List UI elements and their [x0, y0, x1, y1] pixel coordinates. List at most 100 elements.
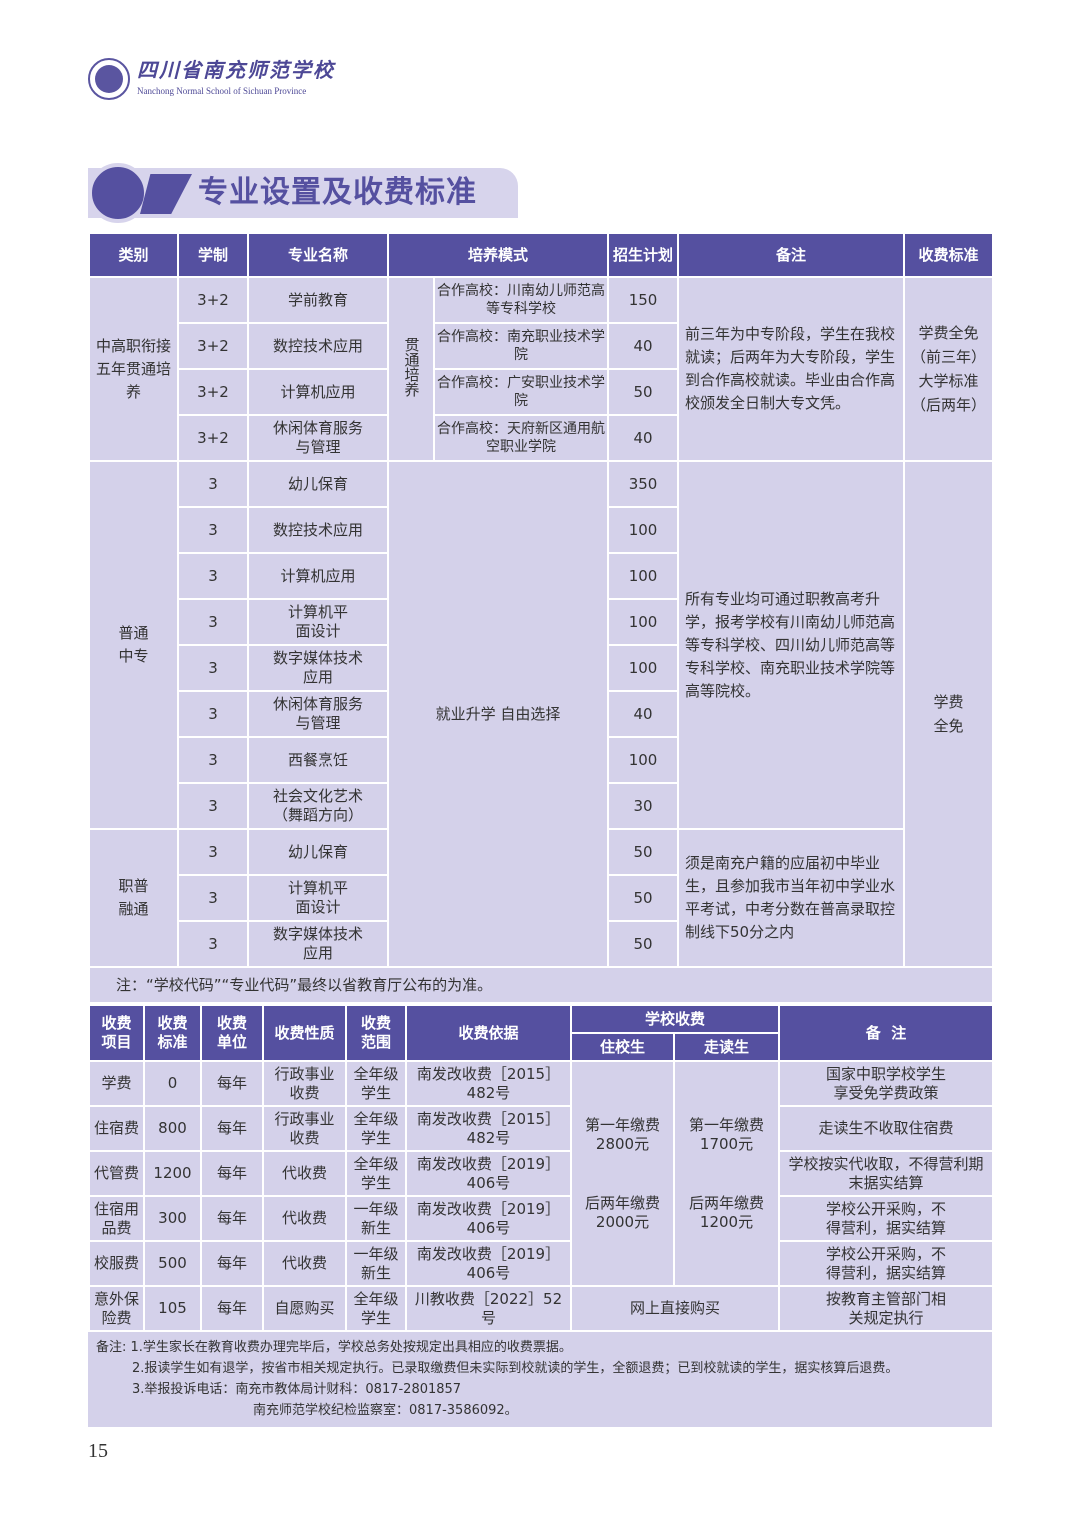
major-cell: 数字媒体技术应用: [247, 644, 389, 692]
item-cell: 代管费: [88, 1150, 145, 1197]
table-row: 3+2 休闲体育服务与管理 合作高校：天府新区通用航空职业学院 40: [89, 414, 993, 462]
category-cell: 中高职衔接五年贯通培养: [88, 276, 179, 462]
table-header-row: 收费项目 收费标准 收费单位 收费性质 收费范围 收费依据 学校收费 备 注: [88, 1004, 995, 1062]
nature-cell: 自愿购买: [262, 1285, 347, 1332]
header-unit: 收费单位: [200, 1004, 264, 1062]
boarding-fee-cell: 第一年缴费 2800元 后两年缴费 2000元: [570, 1060, 675, 1287]
partner-cell: 合作高校：广安职业技术学院: [432, 368, 610, 416]
header-remark: 备 注: [778, 1004, 995, 1062]
table-row: 住宿用品费 300 每年 代收费 一年级新生 南发改收费［2019］406号 学…: [88, 1195, 995, 1242]
table-row: 3+2 计算机应用 合作高校：广安职业技术学院 50: [89, 368, 993, 416]
plan-cell: 50: [607, 368, 680, 416]
standard-cell: 0: [143, 1060, 202, 1107]
header-remark: 备注: [677, 232, 906, 278]
remark-cell: 按教育主管部门相关规定执行: [778, 1285, 995, 1332]
plan-cell: 100: [607, 736, 680, 784]
plan-cell: 100: [607, 506, 680, 554]
table-row: 3 数控技术应用 100: [89, 506, 993, 554]
table-note-row: 注：“学校代码”“专业代码”最终以省教育厅公布的为准。: [87, 966, 995, 1004]
plan-cell: 50: [607, 920, 680, 968]
category-cell: 职普融通: [88, 828, 179, 968]
mode-cell: 贯通培养: [387, 276, 435, 462]
nature-cell: 代收费: [262, 1195, 347, 1242]
boarding-later-years: 后两年缴费 2000元: [584, 1193, 660, 1231]
major-cell: 数字媒体技术应用: [247, 920, 389, 968]
table-row: 普通中专 3 幼儿保育 就业升学 自由选择 350 所有专业均可通过职教高考升学…: [88, 460, 995, 968]
unit-cell: 每年: [200, 1195, 264, 1242]
major-cell: 西餐烹饪: [247, 736, 389, 784]
fee-cell: 学费全免（前三年）大学标准（后两年）: [903, 276, 995, 462]
fees-table: 收费项目 收费标准 收费单位 收费性质 收费范围 收费依据 学校收费 备 注 住…: [88, 1004, 995, 1332]
major-cell: 计算机平面设计: [247, 598, 389, 646]
header-fee: 收费标准: [903, 232, 995, 278]
standard-cell: 500: [143, 1240, 202, 1287]
partner-cell: 合作高校：南充职业技术学院: [432, 322, 610, 370]
note-line: 南充师范学校纪检监察室：0817-3586092。: [253, 1403, 518, 1418]
system-cell: 3+2: [177, 322, 249, 370]
system-cell: 3: [177, 460, 249, 508]
page-number: 15: [88, 1440, 108, 1462]
plan-cell: 100: [607, 598, 680, 646]
item-cell: 学费: [88, 1060, 145, 1107]
system-cell: 3: [177, 736, 249, 784]
table-row: 3 数字媒体技术应用 100: [89, 644, 993, 692]
basis-cell: 川教收费［2022］52号: [405, 1285, 572, 1332]
basis-cell: 南发改收费［2019］406号: [405, 1150, 572, 1197]
scope-cell: 一年级新生: [345, 1195, 407, 1242]
header-boarding: 住校生: [570, 1032, 675, 1062]
table-row: 学费 0 每年 行政事业收费 全年级学生 南发改收费［2015］482号 第一年…: [88, 1060, 995, 1287]
school-logo-icon: [88, 58, 130, 100]
plan-cell: 100: [607, 552, 680, 600]
school-name-en: Nanchong Normal School of Sichuan Provin…: [137, 86, 307, 96]
basis-cell: 南发改收费［2015］482号: [405, 1060, 572, 1107]
major-cell: 幼儿保育: [247, 460, 389, 508]
notes-box: 备注: 1.学生家长在教育收费办理完毕后，学校总务处按规定出具相应的收费票据。 …: [88, 1332, 992, 1427]
plan-cell: 30: [607, 782, 680, 830]
table-row: 校服费 500 每年 代收费 一年级新生 南发改收费［2019］406号 学校公…: [88, 1240, 995, 1287]
major-cell: 计算机平面设计: [247, 874, 389, 922]
school-name-cn: 四川省南充师范学校: [137, 58, 335, 82]
system-cell: 3: [177, 828, 249, 876]
major-cell: 休闲体育服务与管理: [247, 414, 389, 462]
note-line: 2.报读学生如有退学，按省市相关规定执行。已录取缴费但未实际到校就读的学生，全额…: [132, 1361, 899, 1376]
mode-text: 贯通培养: [402, 336, 421, 397]
scope-cell: 全年级学生: [345, 1150, 407, 1197]
boarding-first-year: 第一年缴费 2800元: [584, 1115, 660, 1153]
plan-cell: 150: [607, 276, 680, 324]
item-cell: 住宿费: [88, 1105, 145, 1152]
note-line: 3.举报投诉电话：南充市教体局计财科：0817-2801857: [132, 1382, 462, 1397]
plan-cell: 50: [607, 874, 680, 922]
system-cell: 3: [177, 782, 249, 830]
remark-cell: 前三年为中专阶段，学生在我校就读；后两年为大专阶段，学生到合作高校就读。毕业由合…: [677, 276, 906, 462]
major-cell: 幼儿保育: [247, 828, 389, 876]
header-category: 类别: [88, 232, 179, 278]
table-row: 3 计算机应用 100: [89, 552, 993, 600]
table-row: 住宿费 800 每年 行政事业收费 全年级学生 南发改收费［2015］482号 …: [88, 1105, 995, 1152]
header-major: 专业名称: [247, 232, 389, 278]
plan-cell: 40: [607, 322, 680, 370]
remark-cell: 国家中职学校学生享受免学费政策: [778, 1060, 995, 1107]
unit-cell: 每年: [200, 1150, 264, 1197]
note-line: 备注: 1.学生家长在教育收费办理完毕后，学校总务处按规定出具相应的收费票据。: [96, 1340, 572, 1355]
scope-cell: 全年级学生: [345, 1285, 407, 1332]
table-header-row: 类别 学制 专业名称 培养模式 招生计划 备注 收费标准: [88, 232, 995, 278]
remark-cell: 走读生不收取住宿费: [778, 1105, 995, 1152]
system-cell: 3: [177, 874, 249, 922]
day-first-year: 第一年缴费 1700元: [689, 1115, 765, 1153]
table-subheader-row: 住校生 走读生: [89, 1032, 993, 1062]
header-system: 学制: [177, 232, 249, 278]
system-cell: 3: [177, 598, 249, 646]
basis-cell: 南发改收费［2019］406号: [405, 1240, 572, 1287]
table-row: 3 计算机平面设计 100: [89, 598, 993, 646]
system-cell: 3: [177, 690, 249, 738]
nature-cell: 代收费: [262, 1150, 347, 1197]
unit-cell: 每年: [200, 1240, 264, 1287]
partner-cell: 合作高校：川南幼儿师范高等专科学校: [432, 276, 610, 324]
header-scope: 收费范围: [345, 1004, 407, 1062]
system-cell: 3: [177, 644, 249, 692]
table-row: 意外保险费 105 每年 自愿购买 全年级学生 川教收费［2022］52号 网上…: [88, 1285, 995, 1332]
major-cell: 计算机应用: [247, 368, 389, 416]
header-item: 收费项目: [88, 1004, 145, 1062]
header-mode: 培养模式: [386, 232, 610, 278]
content-flow: 类别 学制 专业名称 培养模式 招生计划 备注 收费标准 中高职衔接五年贯通培养…: [87, 232, 995, 1463]
